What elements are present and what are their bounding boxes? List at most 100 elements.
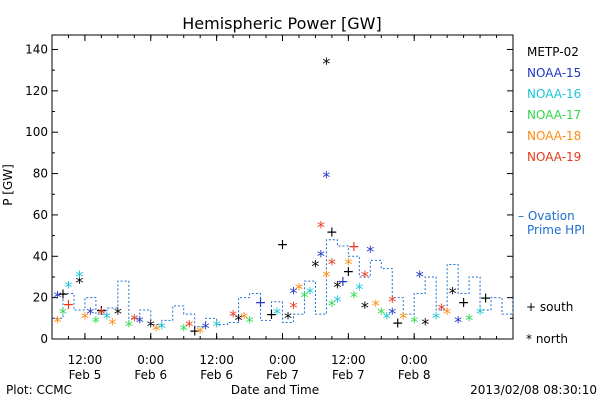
data-point: + (326, 224, 338, 240)
y-tick-label: 60 (33, 208, 48, 222)
data-point: * (92, 312, 100, 331)
y-tick-label: 140 (25, 42, 48, 56)
data-point: * (136, 312, 144, 331)
x-tick-date: Feb 5 (69, 368, 102, 382)
y-tick-label: 40 (33, 249, 48, 263)
y-tick-label: 20 (33, 291, 48, 305)
data-point: + (392, 315, 404, 331)
data-point: * (235, 310, 243, 329)
data-point: * (125, 317, 133, 336)
legend-entry: NOAA-19 (527, 150, 581, 164)
y-axis-label: P [GW] (1, 164, 15, 206)
data-point: * (53, 312, 61, 331)
data-point: * (361, 298, 369, 317)
data-point: * (108, 315, 116, 334)
data-point: * (333, 292, 341, 311)
y-tick-label: 0 (40, 332, 48, 346)
x-tick-time: 12:00 (68, 353, 103, 367)
data-point: * (333, 277, 341, 296)
data-point: * (438, 300, 446, 319)
data-point: * (289, 298, 297, 317)
data-point: * (317, 246, 325, 265)
data-point: + (337, 274, 349, 290)
data-point: + (96, 303, 108, 319)
data-point: + (255, 295, 267, 311)
data-point: * (311, 257, 319, 276)
data-point: * (273, 304, 281, 323)
data-point: + (348, 239, 360, 255)
data-point: * (64, 277, 72, 296)
data-point: * (344, 255, 352, 274)
legend-south-marker: + south (526, 300, 573, 314)
x-tick-time: 0:00 (401, 353, 428, 367)
data-point: * (377, 304, 385, 323)
data-point: * (284, 308, 292, 327)
data-point: * (86, 304, 94, 323)
data-point: * (306, 284, 314, 303)
plot-timestamp: 2013/02/08 08:30:10 (470, 383, 597, 397)
data-point: * (454, 312, 462, 331)
data-point: * (361, 267, 369, 286)
ovation-hpi-line (52, 239, 514, 328)
x-tick-date: Feb 7 (266, 368, 299, 382)
x-axis-label: Date and Time (231, 383, 319, 397)
data-point: + (266, 307, 278, 323)
data-point: * (240, 308, 248, 327)
data-point: * (328, 255, 336, 274)
data-point: * (97, 304, 105, 323)
data-point: * (388, 304, 396, 323)
x-tick-date: Feb 6 (134, 368, 167, 382)
data-point: * (229, 306, 237, 325)
data-point: * (75, 267, 83, 286)
data-point: * (449, 284, 457, 303)
data-point: * (355, 279, 363, 298)
data-point: * (185, 317, 193, 336)
data-point: * (410, 312, 418, 331)
data-point: * (383, 308, 391, 327)
plot-area (51, 34, 514, 340)
plot-border (51, 34, 514, 340)
legend: METP-02 NOAA-15 NOAA-16 NOAA-17 NOAA-18 NOAA-… (518, 45, 585, 346)
data-point: * (75, 273, 83, 292)
data-point: * (295, 279, 303, 298)
data-point: * (152, 321, 160, 340)
data-point: + (342, 264, 354, 280)
y-axis-ticks: 0 20 40 60 80 100 120 140 (25, 42, 513, 346)
x-tick-time: 12:00 (331, 353, 366, 367)
data-point: * (432, 308, 440, 327)
legend-entry: METP-02 (527, 45, 579, 59)
data-point: * (443, 304, 451, 323)
data-point: * (202, 319, 210, 338)
data-point: + (458, 295, 470, 311)
data-point: + (63, 297, 75, 313)
plot-credit: Plot: CCMC (6, 383, 72, 397)
data-point: + (277, 237, 289, 253)
y-tick-label: 80 (33, 167, 48, 181)
data-point: * (328, 296, 336, 315)
x-tick-time: 0:00 (137, 353, 164, 367)
legend-entry: NOAA-15 (527, 66, 581, 80)
x-tick-date: Feb 7 (332, 368, 365, 382)
x-tick-date: Feb 6 (200, 368, 233, 382)
data-point: * (421, 315, 429, 334)
legend-ovation-label: Prime HPI (527, 223, 585, 237)
x-tick-date: Feb 8 (398, 368, 431, 382)
data-point: * (366, 242, 374, 261)
data-point: + (57, 287, 69, 303)
y-tick-label: 120 (25, 84, 48, 98)
data-point: * (476, 304, 484, 323)
legend-entry: NOAA-16 (527, 87, 581, 101)
data-point: * (196, 323, 204, 342)
data-point: * (53, 288, 61, 307)
data-point: * (388, 292, 396, 311)
data-point: * (289, 284, 297, 303)
chart-title: Hemispheric Power [GW] (182, 14, 381, 33)
data-point: * (317, 217, 325, 236)
data-point: * (81, 308, 89, 327)
data-point: * (130, 310, 138, 329)
x-tick-time: 0:00 (269, 353, 296, 367)
data-point: * (399, 308, 407, 327)
data-point: * (114, 304, 122, 323)
